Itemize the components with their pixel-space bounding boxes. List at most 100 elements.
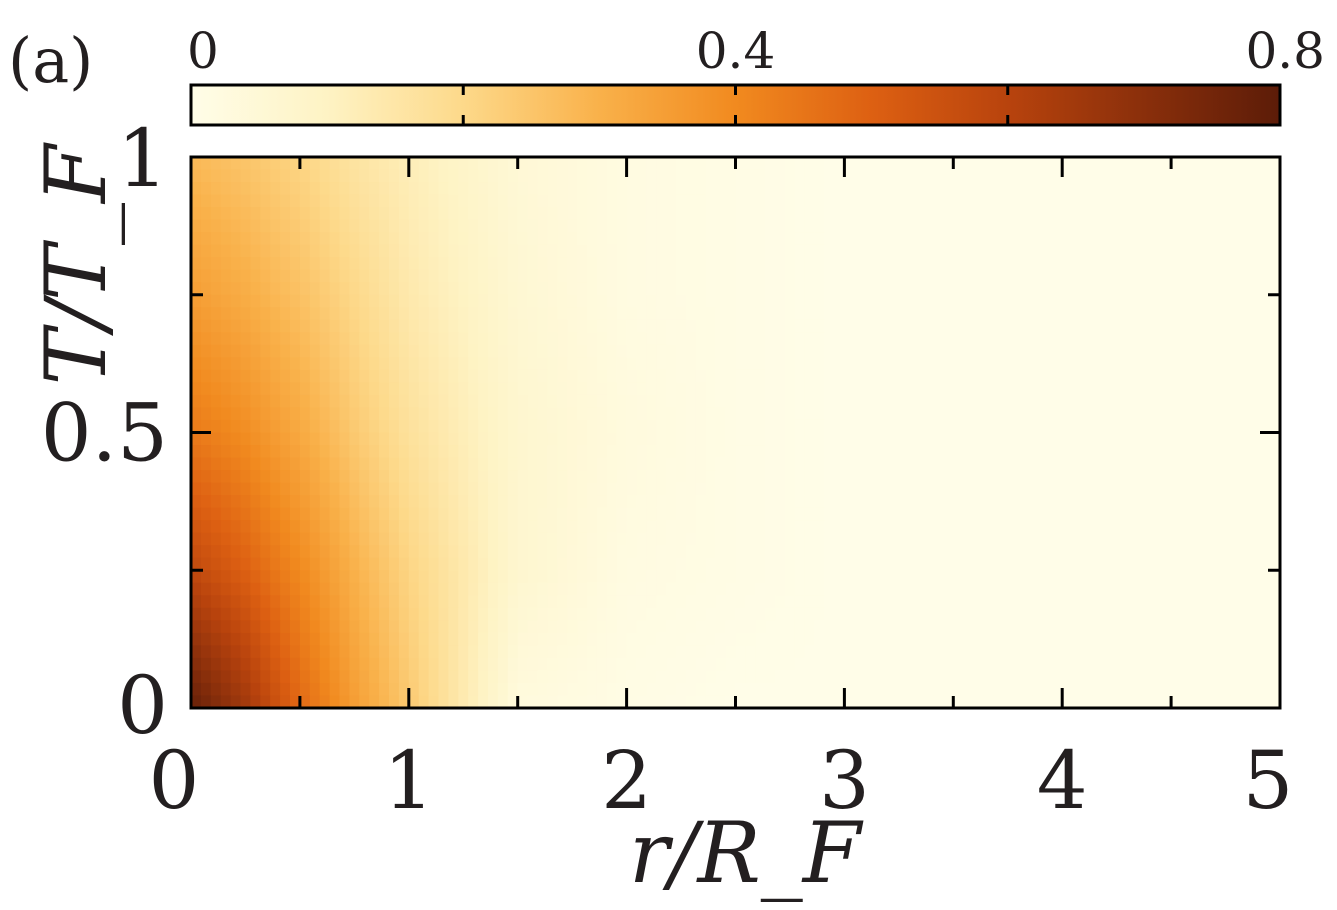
heatmap-cell [953,232,964,246]
heatmap-cell [616,282,628,296]
heatmap-cell [903,394,915,409]
heatmap-cell [854,507,865,521]
heatmap-cell [973,169,984,183]
heatmap-cell [349,582,360,596]
heatmap-cell [973,244,984,258]
heatmap-cell [616,169,628,183]
heatmap-cell [1220,607,1232,621]
heatmap-cell [854,682,865,697]
heatmap-cell [686,419,697,434]
heatmap-cell [1161,369,1172,384]
heatmap-cell [913,407,925,421]
heatmap-cell [1111,207,1123,221]
heatmap-cell [547,357,558,371]
heatmap-cell [933,282,944,296]
heatmap-cell [1171,432,1182,446]
heatmap-cell [349,507,360,521]
heatmap-cell [488,194,499,208]
heatmap-cell [695,407,707,421]
heatmap-cell [606,545,618,559]
heatmap-cell [676,607,687,621]
heatmap-cell [577,232,588,246]
heatmap-cell [834,607,845,621]
heatmap-cell [567,595,578,609]
heatmap-cell [517,282,529,296]
heatmap-cell [290,532,301,546]
heatmap-cell [1101,232,1113,246]
heatmap-cell [1091,482,1103,496]
heatmap-cell [1131,282,1142,296]
heatmap-cell [557,607,568,621]
heatmap-cell [676,244,687,258]
heatmap-cell [497,332,509,346]
heatmap-cell [1082,282,1093,296]
heatmap-cell [527,545,539,559]
heatmap-cell [943,645,954,659]
heatmap-cell [666,407,677,421]
heatmap-cell [577,419,588,434]
heatmap-cell [695,457,707,471]
heatmap-cell [626,432,638,446]
heatmap-cell [290,570,301,584]
heatmap-cell [468,545,479,559]
heatmap-cell [359,344,370,358]
heatmap-cell [834,169,845,183]
heatmap-cell [200,570,212,584]
heatmap-cell [230,570,242,584]
heatmap-cell [1200,219,1212,233]
heatmap-cell [804,670,816,684]
heatmap-cell [1270,244,1281,258]
heatmap-cell [210,207,222,221]
heatmap-cell [448,332,459,346]
heatmap-cell [1002,257,1014,271]
heatmap-cell [1171,657,1182,672]
heatmap-cell [379,257,390,271]
heatmap-cell [1210,294,1222,308]
heatmap-cell [1111,620,1123,634]
heatmap-cell [379,595,390,609]
heatmap-cell [933,545,944,559]
heatmap-cell [963,432,974,446]
heatmap-cell [1181,219,1192,233]
heatmap-cell [1042,244,1053,258]
heatmap-cell [220,507,232,521]
heatmap-cell [230,282,242,296]
heatmap-cell [735,657,746,672]
heatmap-cell [1072,194,1083,208]
heatmap-cell [794,695,806,709]
heatmap-cell [943,157,954,171]
heatmap-cell [785,219,796,233]
heatmap-cell [913,695,925,709]
heatmap-cell [260,157,271,171]
heatmap-cell [606,244,618,258]
heatmap-cell [379,470,390,484]
heatmap-cell [844,582,855,596]
heatmap-cell [280,557,291,571]
heatmap-cell [398,432,410,446]
heatmap-cell [1042,445,1053,459]
heatmap-cell [587,382,598,396]
heatmap-cell [1200,369,1212,384]
heatmap-cell [1141,445,1152,459]
heatmap-cell [775,657,786,672]
heatmap-cell [903,570,915,584]
heatmap-cell [606,607,618,621]
heatmap-cell [290,269,301,283]
heatmap-cell [1200,432,1212,446]
heatmap-cell [1141,645,1152,659]
heatmap-cell [725,457,737,471]
heatmap-cell [547,482,558,496]
heatmap-cell [200,357,212,371]
heatmap-cell [1270,695,1281,709]
heatmap-cell [290,620,301,634]
heatmap-cell [240,570,251,584]
heatmap-cell [299,445,311,459]
heatmap-cell [349,219,360,233]
heatmap-cell [1151,244,1162,258]
heatmap-cell [240,319,251,333]
heatmap-cell [448,557,459,571]
heatmap-cell [220,382,232,396]
heatmap-cell [884,520,895,534]
heatmap-cell [230,645,242,659]
heatmap-cell [537,520,548,534]
